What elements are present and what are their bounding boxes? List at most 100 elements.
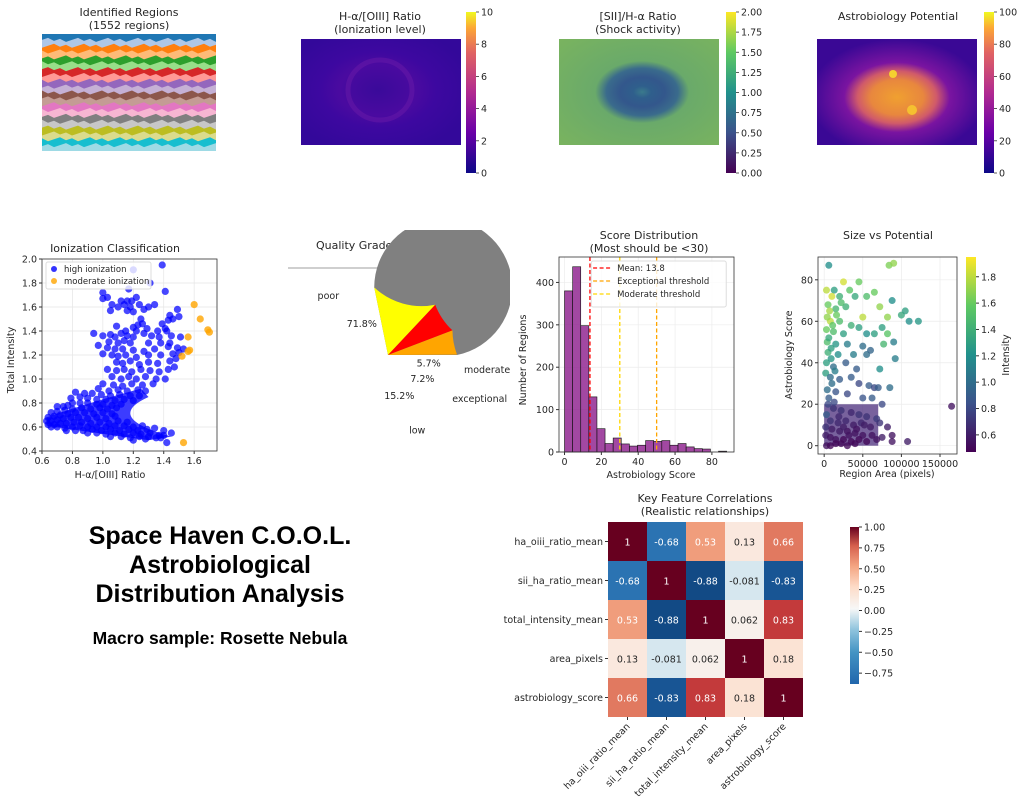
scatter-point: [826, 307, 834, 315]
high-ionization-point: [154, 359, 162, 367]
pie-category-label: exceptional: [452, 394, 507, 405]
scatter-point: [829, 321, 837, 329]
scatter-point: [867, 346, 875, 354]
y-tick-label: 300: [536, 320, 554, 331]
histogram-bar: [564, 290, 573, 453]
high-ionization-point: [76, 393, 84, 401]
high-ionization-point: [132, 353, 140, 361]
high-ionization-point: [151, 424, 159, 432]
corr-cell-value: 0.66: [773, 538, 794, 549]
scatter-point: [874, 384, 882, 392]
figure-title-line-3: Distribution Analysis: [95, 580, 345, 608]
high-ionization-point: [99, 332, 107, 340]
high-ionization-point: [126, 339, 134, 347]
corr-cell-value: 0.83: [773, 616, 794, 627]
ha-oiii-colorbar-tick-label: 8: [481, 40, 487, 51]
score-hist-panel: Score Distribution (Most should be <30) …: [518, 229, 735, 481]
legend-label: moderate ionization: [64, 277, 149, 287]
ionization-title: Ionization Classification: [50, 242, 180, 255]
scatter-point: [822, 369, 830, 377]
size-title: Size vs Potential: [843, 229, 933, 242]
scatter-point: [825, 261, 833, 269]
high-ionization-point: [112, 322, 121, 330]
moderate-ionization-point: [184, 333, 192, 341]
corr-cell-value: 1: [624, 538, 630, 549]
high-ionization-point: [135, 301, 143, 309]
y-tick-label: 0.4: [22, 447, 37, 458]
y-tick-label: 0.6: [22, 423, 37, 434]
corr-cell-value: 0.53: [617, 616, 638, 627]
scatter-point: [822, 411, 830, 419]
high-ionization-point: [108, 373, 116, 381]
scatter-point: [839, 278, 847, 286]
scatter-point: [846, 286, 854, 294]
scatter-point: [822, 359, 830, 367]
scatter-point: [822, 326, 830, 334]
corr-colorbar-tick-label: −0.75: [864, 669, 893, 680]
sii-ha-colorbar-tick-label: 1.75: [741, 28, 762, 39]
scatter-point: [830, 398, 838, 406]
scatter-point: [834, 419, 842, 427]
legend-marker: [51, 278, 57, 284]
high-ionization-point: [146, 367, 154, 375]
scatter-point: [842, 359, 850, 367]
scatter-point: [905, 317, 913, 325]
corr-cell: [608, 600, 647, 639]
high-ionization-point: [166, 357, 174, 365]
corr-cell: [686, 639, 725, 678]
high-ionization-point: [157, 351, 165, 359]
scatter-point: [825, 334, 833, 342]
corr-cell: [647, 678, 686, 717]
scatter-point: [859, 313, 867, 321]
histogram-bar: [669, 444, 679, 453]
corr-row-label: ha_oiii_ratio_mean: [514, 537, 603, 548]
high-ionization-point: [71, 388, 80, 396]
astro-colorbar-tick-label: 40: [999, 104, 1011, 115]
scatter-point: [948, 402, 956, 410]
size-colorbar-tick-label: 1.4: [981, 325, 996, 336]
histogram-bar: [588, 396, 598, 453]
corr-cell: [647, 600, 686, 639]
high-ionization-point: [99, 350, 107, 358]
high-ionization-point: [112, 367, 121, 375]
figure-subtitle: Macro sample: Rosette Nebula: [92, 628, 348, 648]
scatter-point: [851, 292, 859, 300]
high-ionization-point: [141, 387, 150, 395]
scatter-point: [878, 400, 886, 408]
scatter-point: [823, 386, 831, 394]
corr-cell: [725, 600, 764, 639]
high-ionization-point: [161, 375, 169, 383]
scatter-point: [847, 373, 855, 381]
correlation-panel: Key Feature Correlations (Realistic rela…: [504, 492, 893, 799]
figure-title-line-2: Astrobiological: [129, 551, 311, 579]
ha-oiii-colorbar-tick-label: 2: [481, 136, 487, 147]
high-ionization-point: [119, 359, 127, 367]
histogram-bar: [693, 448, 703, 453]
histogram-bar: [661, 440, 671, 453]
pie-pct-label: 5.7%: [417, 359, 441, 370]
high-ionization-point: [108, 351, 116, 359]
high-ionization-point: [106, 433, 115, 441]
scatter-point: [870, 288, 878, 296]
high-ionization-point: [135, 392, 143, 400]
scatter-point: [868, 394, 876, 402]
ionization-xlabel: H-α/[OIII] Ratio: [75, 470, 146, 481]
scatter-point: [890, 338, 898, 346]
high-ionization-point: [163, 327, 171, 335]
scatter-point: [904, 438, 912, 446]
scatter-point: [851, 440, 859, 448]
scatter-point: [855, 278, 863, 286]
high-ionization-point: [99, 295, 107, 303]
corr-colorbar: [850, 527, 859, 684]
x-tick-label: 100000: [883, 459, 919, 470]
x-tick-label: 0.6: [34, 456, 49, 467]
high-ionization-point: [134, 386, 142, 394]
high-ionization-point: [99, 289, 107, 297]
scatter-point: [839, 423, 847, 431]
high-ionization-point: [94, 385, 102, 393]
scatter-point: [859, 342, 867, 350]
corr-cell: [686, 678, 725, 717]
y-tick-label: 1.8: [22, 279, 37, 290]
corr-cell-value: 0.18: [773, 655, 794, 666]
high-ionization-point: [109, 381, 118, 389]
